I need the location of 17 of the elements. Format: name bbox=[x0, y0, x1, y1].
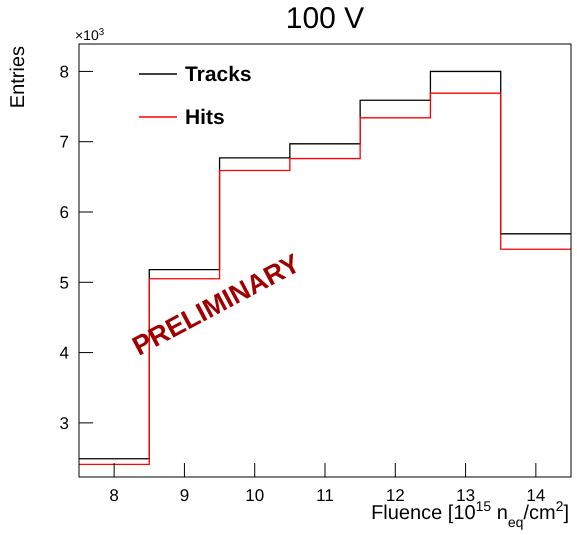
y-tick-label: 4 bbox=[60, 344, 69, 363]
x-tick-label: 13 bbox=[456, 486, 476, 505]
x-tick-label: 9 bbox=[180, 486, 190, 505]
y-tick-label: 6 bbox=[60, 203, 69, 222]
x-tick-label: 10 bbox=[245, 486, 264, 505]
legend-label: Hits bbox=[185, 106, 225, 129]
x-tick-label: 8 bbox=[109, 486, 119, 505]
legend-label: Tracks bbox=[185, 63, 252, 86]
text: ×10$^{3}$ bbox=[75, 26, 105, 43]
y-tick-label: 7 bbox=[60, 132, 69, 152]
y-tick-label: 5 bbox=[60, 273, 69, 292]
y-tick-label: 3 bbox=[60, 414, 69, 433]
x-tick-label: 11 bbox=[316, 486, 334, 505]
y-axis-title: Entries bbox=[7, 46, 29, 108]
x-tick-label: 14 bbox=[526, 486, 546, 505]
y-tick-label: 8 bbox=[60, 62, 69, 82]
chart-title: 100 V bbox=[286, 2, 364, 35]
